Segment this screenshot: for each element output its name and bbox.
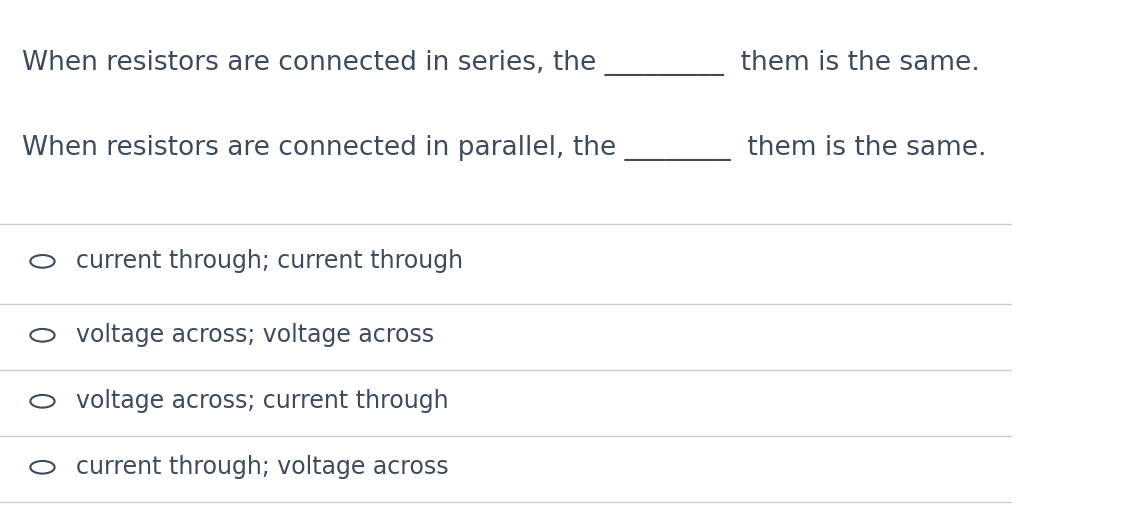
Text: When resistors are connected in parallel, the ________  them is the same.: When resistors are connected in parallel…: [22, 135, 987, 161]
Text: voltage across; current through: voltage across; current through: [75, 389, 448, 413]
Text: current through; voltage across: current through; voltage across: [75, 455, 448, 479]
Text: voltage across; voltage across: voltage across; voltage across: [75, 323, 434, 347]
Text: current through; current through: current through; current through: [75, 249, 463, 274]
Text: When resistors are connected in series, the _________  them is the same.: When resistors are connected in series, …: [22, 50, 980, 77]
